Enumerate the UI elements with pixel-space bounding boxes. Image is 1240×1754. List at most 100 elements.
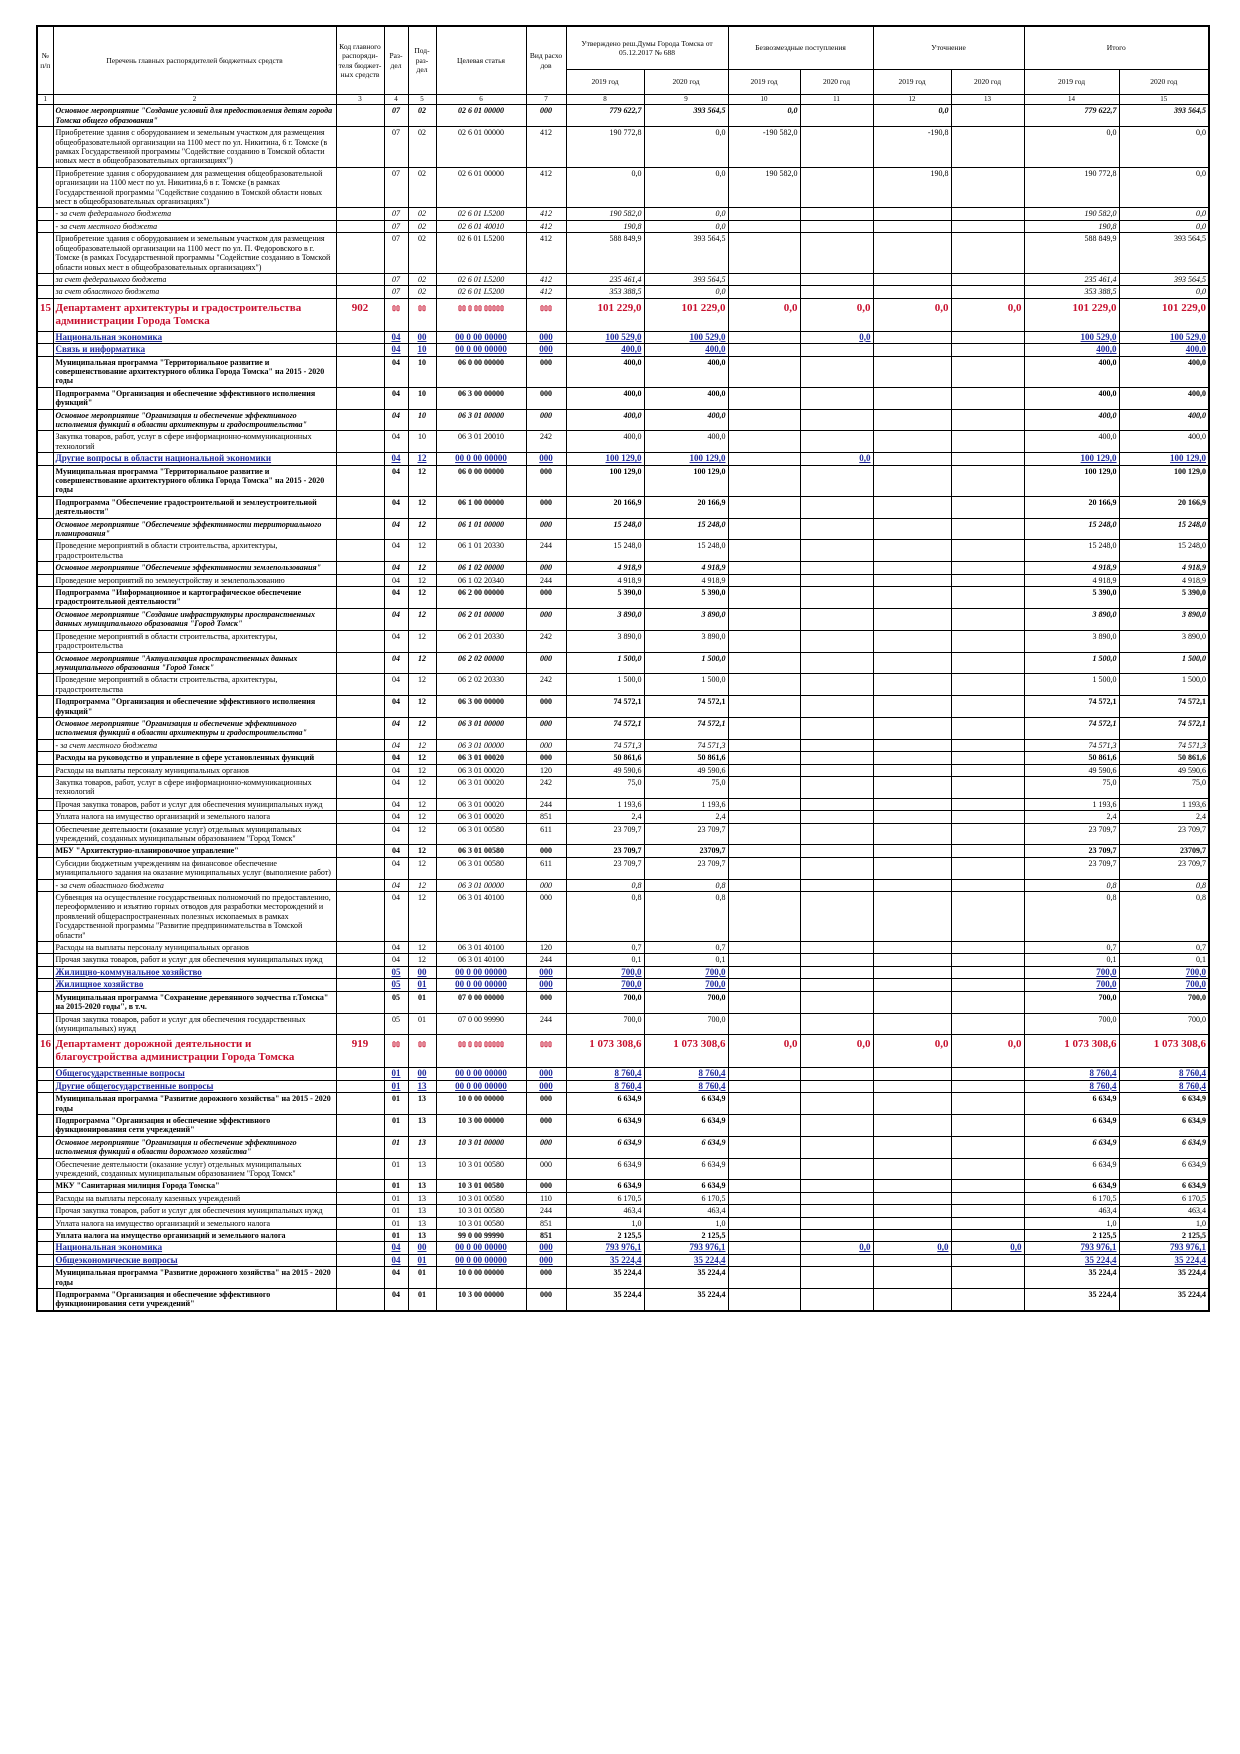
table-cell: [950, 953, 1025, 967]
table-cell: [335, 738, 385, 753]
table-row: - за счет местного бюджета 07 02 02 6 01 40…: [36, 219, 1210, 234]
header-row: 1 2 3 4 5 6 7 8 9 10 11 12 13 14 15: [36, 93, 1210, 106]
table-cell: 000: [525, 297, 567, 332]
table-cell: [36, 1288, 54, 1312]
table-cell: 06 3 01 00000: [435, 738, 527, 753]
table-cell: [36, 219, 54, 234]
table-cell: 04: [383, 561, 409, 575]
table-row: Подпрограмма "Организация и обеспечение …: [36, 1113, 1210, 1137]
table-cell: 6 634,9: [565, 1179, 645, 1193]
table-cell: [872, 1204, 952, 1218]
table-cell: 06 3 01 40100: [435, 941, 527, 955]
table-cell: 000: [525, 1034, 567, 1069]
table-cell: [36, 856, 54, 880]
table-cell: 6 634,9: [565, 1113, 645, 1137]
table-cell: 12: [407, 607, 437, 631]
table-cell: 10 3 01 00580: [435, 1204, 527, 1218]
table-cell: [950, 573, 1025, 588]
table-cell: 12: [407, 452, 437, 466]
table-cell: 07: [383, 166, 409, 209]
table-cell: 400,0: [565, 386, 645, 410]
table-cell: 6 634,9: [643, 1179, 729, 1193]
table-cell: [872, 272, 952, 287]
table-cell: 412: [525, 219, 567, 234]
table-cell: 1 500,0: [565, 673, 645, 697]
table-row: за счет областного бюджета 07 02 02 6 01 L5…: [36, 285, 1210, 299]
table-cell: 10: [407, 408, 437, 432]
table-cell: [799, 355, 874, 388]
table-cell: 100 129,0: [565, 464, 645, 497]
table-cell: 06 3 00 00000: [435, 695, 527, 718]
table-cell: [799, 1253, 874, 1268]
table-cell: [727, 856, 801, 880]
table-cell: [799, 738, 874, 753]
table-cell: [872, 941, 952, 955]
table-cell: 35 224,4: [565, 1266, 645, 1290]
table-cell: 242: [525, 430, 567, 454]
table-cell: [950, 629, 1025, 653]
table-cell: 15 248,0: [1118, 517, 1210, 541]
table-cell: 3 890,0: [643, 629, 729, 653]
table-cell: 74 572,1: [643, 716, 729, 740]
table-cell: 04: [383, 941, 409, 955]
table-cell: [950, 232, 1025, 274]
table-cell: 04: [383, 844, 409, 858]
table-cell: [950, 517, 1025, 541]
table-cell: [36, 517, 54, 541]
table-cell: Прочая закупка товаров, работ и услуг дл…: [52, 953, 337, 967]
table-cell: - за счет областного бюджета: [52, 878, 337, 893]
table-row: Проведение мероприятий в области строите…: [36, 539, 1210, 563]
table-cell: 100 129,0: [1023, 464, 1120, 497]
table-cell: 4 918,9: [565, 561, 645, 575]
table-cell: [950, 878, 1025, 893]
table-row: Основное мероприятие "Организация и обес…: [36, 408, 1210, 432]
table-cell: [799, 1012, 874, 1036]
table-cell: [727, 386, 801, 410]
table-cell: [950, 965, 1025, 980]
table-cell: [799, 1191, 874, 1206]
table-cell: 000: [525, 716, 567, 740]
table-cell: [335, 775, 385, 799]
table-cell: 101 229,0: [1023, 297, 1120, 332]
year-header: 2020 год: [643, 69, 729, 95]
table-cell: [799, 891, 874, 943]
table-cell: [872, 990, 952, 1014]
column-header: Вид расхо дов: [525, 25, 567, 95]
table-cell: 12: [407, 573, 437, 588]
table-cell: 2 125,5: [643, 1228, 729, 1243]
table-cell: [727, 330, 801, 345]
table-cell: 400,0: [565, 355, 645, 388]
table-cell: [799, 1157, 874, 1181]
table-cell: 000: [525, 1092, 567, 1115]
table-cell: [950, 126, 1025, 168]
table-cell: [872, 539, 952, 563]
table-cell: [872, 856, 952, 880]
table-cell: МКУ "Санитарная милиция Города Томска": [52, 1179, 337, 1193]
table-cell: [872, 629, 952, 653]
table-cell: Подпрограмма "Обеспечение градостроитель…: [52, 495, 337, 519]
table-cell: [872, 1012, 952, 1036]
table-cell: [799, 953, 874, 967]
table-cell: [799, 1288, 874, 1312]
table-cell: 393 564,5: [1118, 232, 1210, 274]
table-cell: [36, 1113, 54, 1137]
table-cell: [799, 272, 874, 287]
table-cell: 393 564,5: [643, 272, 729, 287]
table-cell: [727, 878, 801, 893]
column-number: 14: [1023, 93, 1120, 106]
table-row: Подпрограмма "Организация и обеспечение …: [36, 695, 1210, 718]
table-cell: за счет федерального бюджета: [52, 272, 337, 287]
table-cell: 5 390,0: [1023, 586, 1120, 609]
table-cell: 0,8: [643, 891, 729, 943]
year-header: 2019 год: [565, 69, 645, 95]
table-cell: Проведение мероприятий в области строите…: [52, 673, 337, 697]
table-cell: 04: [383, 629, 409, 653]
table-cell: 000: [525, 586, 567, 609]
table-cell: [727, 586, 801, 609]
table-cell: [335, 430, 385, 454]
table-cell: 04: [383, 1266, 409, 1290]
table-cell: 06 3 01 00020: [435, 775, 527, 799]
table-cell: 0,0: [799, 1241, 874, 1255]
table-cell: 1,0: [643, 1216, 729, 1231]
table-cell: 700,0: [1118, 990, 1210, 1014]
